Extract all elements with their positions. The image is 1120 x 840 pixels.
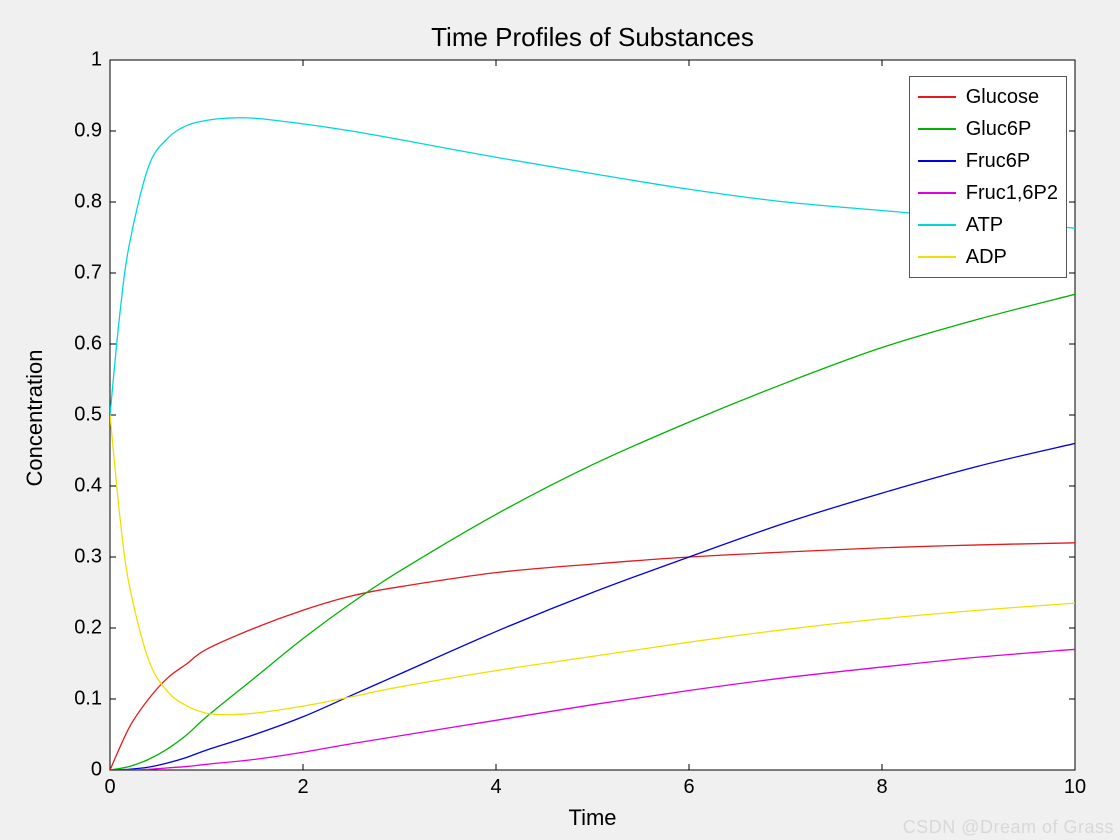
series-fruc1-6p2 <box>110 649 1075 770</box>
x-tick-label: 10 <box>1064 776 1086 799</box>
y-tick-label: 0.9 <box>50 120 102 143</box>
y-tick-label: 0.2 <box>50 617 102 640</box>
x-tick-label: 8 <box>876 776 887 799</box>
y-tick-label: 0.1 <box>50 688 102 711</box>
x-tick-label: 4 <box>490 776 501 799</box>
legend-color-swatch <box>918 160 956 162</box>
y-tick-label: 0.6 <box>50 333 102 356</box>
y-tick-label: 0.8 <box>50 191 102 214</box>
legend-entry: Gluc6P <box>918 113 1058 145</box>
legend-entry: ATP <box>918 209 1058 241</box>
y-tick-label: 0.3 <box>50 546 102 569</box>
chart-figure: Time Profiles of Substances Time Concent… <box>0 0 1120 840</box>
legend-label: Fruc6P <box>966 150 1030 173</box>
y-tick-label: 0.7 <box>50 262 102 285</box>
legend-label: Fruc1,6P2 <box>966 182 1058 205</box>
x-tick-label: 2 <box>297 776 308 799</box>
y-tick-label: 0 <box>50 759 102 782</box>
legend-color-swatch <box>918 224 956 226</box>
legend-label: ADP <box>966 246 1007 269</box>
x-tick-label: 6 <box>683 776 694 799</box>
series-gluc6p <box>110 294 1075 770</box>
legend-entry: Glucose <box>918 81 1058 113</box>
legend-color-swatch <box>918 128 956 130</box>
watermark: CSDN @Dream of Grass <box>903 817 1114 838</box>
y-tick-label: 0.5 <box>50 404 102 427</box>
series-fruc6p <box>110 443 1075 770</box>
legend-entry: Fruc6P <box>918 145 1058 177</box>
legend-color-swatch <box>918 192 956 194</box>
y-axis-label: Concentration <box>22 63 48 773</box>
legend-label: Gluc6P <box>966 118 1032 141</box>
legend-label: Glucose <box>966 86 1039 109</box>
legend: Glucose Gluc6P Fruc6P Fruc1,6P2 ATP ADP <box>909 76 1067 278</box>
legend-color-swatch <box>918 96 956 98</box>
y-tick-label: 1 <box>50 49 102 72</box>
legend-entry: ADP <box>918 241 1058 273</box>
x-tick-label: 0 <box>104 776 115 799</box>
y-tick-label: 0.4 <box>50 475 102 498</box>
legend-color-swatch <box>918 256 956 258</box>
legend-entry: Fruc1,6P2 <box>918 177 1058 209</box>
legend-label: ATP <box>966 214 1003 237</box>
series-adp <box>110 415 1075 715</box>
